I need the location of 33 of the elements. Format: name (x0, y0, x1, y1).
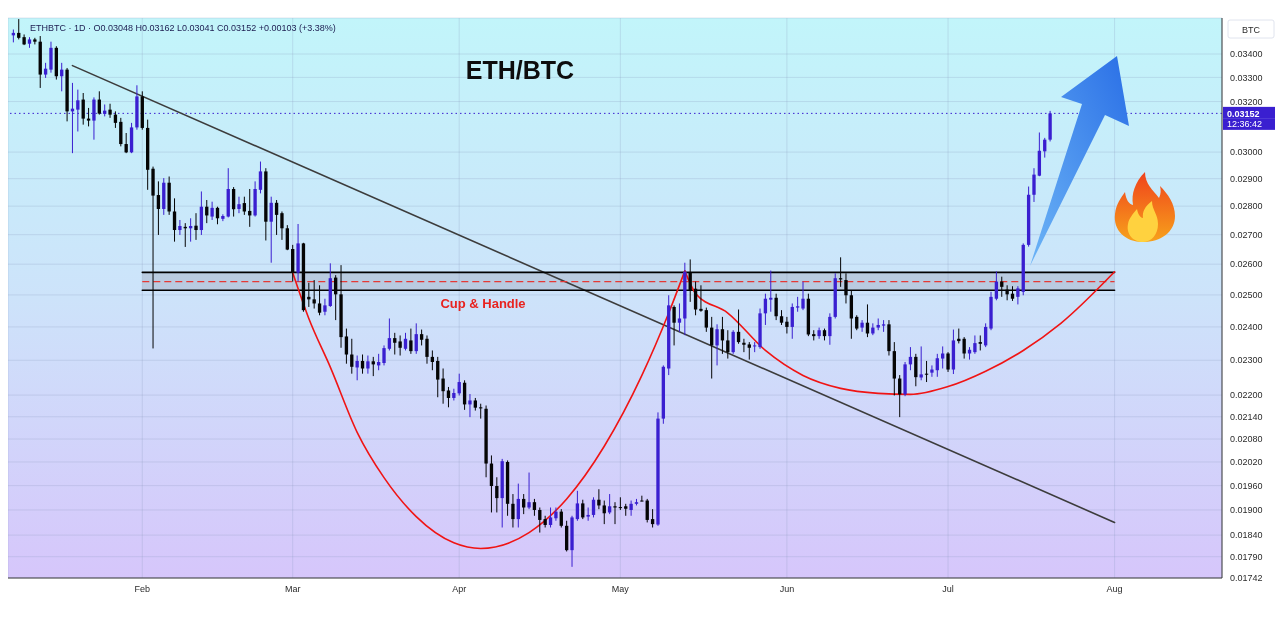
y-tick-label: 0.01840 (1230, 530, 1263, 541)
y-tick-label: 0.02020 (1230, 457, 1263, 468)
x-tick-label: May (611, 584, 630, 595)
y-tick-label: 0.02900 (1230, 173, 1263, 184)
annotation: Cup & Handle (440, 296, 526, 311)
text: 12:36:42 (1227, 119, 1263, 130)
annotation: ETHBTC · 1D · O0.03048 H0.03162 L0.03041 C0.03152 +0.00103 (+3.38%) (30, 23, 336, 33)
y-tick-label: 0.03300 (1230, 72, 1263, 83)
y-tick-label: 0.02200 (1230, 390, 1263, 401)
y-tick-label: 0.02140 (1230, 411, 1263, 422)
y-tick-label: 0.01900 (1230, 505, 1263, 516)
y-tick-label: 0.02500 (1230, 290, 1263, 301)
y-axis-title: BTC (1242, 24, 1261, 35)
x-tick-label: Feb (134, 584, 151, 595)
y-tick-label: 0.01790 (1230, 551, 1263, 562)
y-tick-label: 0.02700 (1230, 229, 1263, 240)
y-tick-label: 0.02800 (1230, 201, 1263, 212)
y-tick-label: 0.03000 (1230, 147, 1263, 158)
y-tick-label: 0.02300 (1230, 355, 1263, 366)
y-tick-label: 0.02400 (1230, 322, 1263, 333)
y-tick-label: 0.03200 (1230, 96, 1263, 107)
y-tick-label: 0.01960 (1230, 480, 1263, 491)
y-tick-label: 0.02600 (1230, 259, 1263, 270)
x-tick-label: Apr (452, 584, 467, 595)
y-tick-label: 0.02080 (1230, 434, 1263, 445)
x-tick-label: Jul (942, 584, 954, 595)
y-tick-label: 0.03400 (1230, 49, 1263, 60)
x-tick-label: Jun (779, 584, 795, 595)
x-tick-label: Mar (284, 584, 301, 595)
x-tick-label: Aug (1106, 584, 1123, 595)
ref-line-label: 0.03152 (1227, 108, 1260, 119)
y-tick-label: 0.01742 (1230, 573, 1263, 584)
text: ETH/BTC (465, 56, 575, 84)
